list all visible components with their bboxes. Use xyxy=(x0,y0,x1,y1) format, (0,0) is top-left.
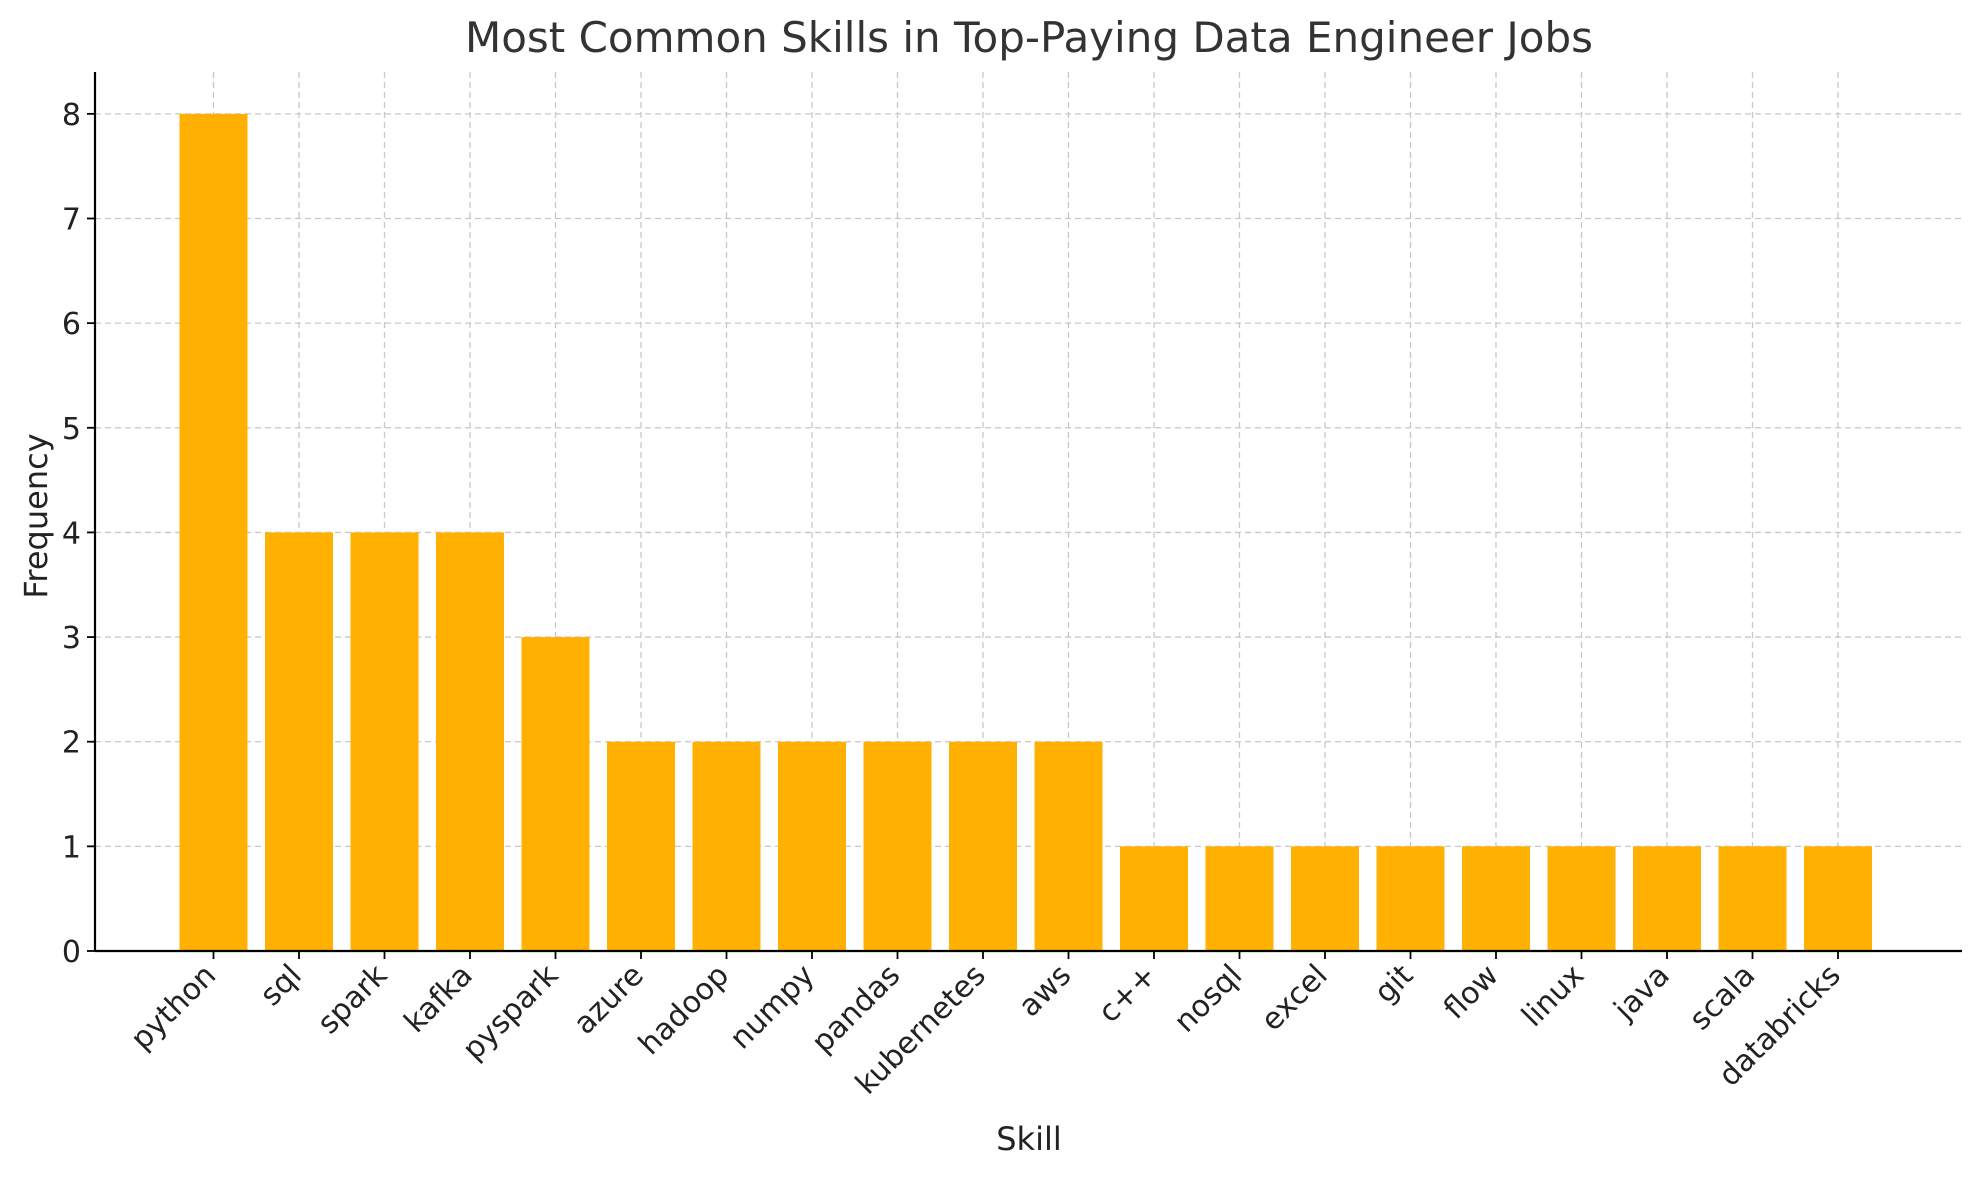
x-axis-label: Skill xyxy=(996,1120,1062,1158)
x-tick-label: numpy xyxy=(723,958,821,1056)
bar-pyspark xyxy=(521,637,590,951)
bar-python xyxy=(179,113,248,952)
y-tick-label: 0 xyxy=(62,935,81,970)
y-tick-label: 6 xyxy=(62,307,81,342)
x-tick-label: c++ xyxy=(1092,958,1164,1030)
x-tick-label: linux xyxy=(1515,958,1591,1034)
bar-excel xyxy=(1291,846,1359,951)
bar-flow xyxy=(1462,846,1530,951)
bars xyxy=(179,113,1872,952)
bar-azure xyxy=(607,741,675,951)
bar-nosql xyxy=(1205,846,1274,951)
x-tick-label: hadoop xyxy=(632,958,736,1062)
bar-spark xyxy=(350,532,419,951)
x-tick-label: azure xyxy=(567,958,651,1042)
x-tick-label: python xyxy=(124,958,223,1057)
bar-hadoop xyxy=(692,741,761,951)
bar-git xyxy=(1376,846,1445,951)
x-tick-label: aws xyxy=(1012,958,1078,1024)
x-tick-label: git xyxy=(1368,958,1421,1011)
x-tick-label: nosql xyxy=(1168,958,1250,1040)
y-tick-label: 8 xyxy=(62,98,81,133)
x-tick-label: scala xyxy=(1683,958,1762,1037)
y-tick-label: 5 xyxy=(62,412,81,447)
bar-linux xyxy=(1547,846,1616,951)
chart-title: Most Common Skills in Top-Paying Data En… xyxy=(465,13,1593,62)
x-tick-label: kafka xyxy=(398,958,480,1040)
y-tick-label: 2 xyxy=(62,726,81,761)
x-tick-label: excel xyxy=(1254,958,1334,1038)
y-tick-label: 3 xyxy=(62,621,81,656)
y-tick-label: 1 xyxy=(62,830,81,865)
y-tick-label: 4 xyxy=(62,516,81,551)
bar-scala xyxy=(1718,846,1787,951)
bar-sql xyxy=(265,532,333,951)
bar-aws xyxy=(1034,741,1103,951)
x-tick-label: flow xyxy=(1437,958,1505,1026)
bar-c- xyxy=(1120,846,1188,951)
x-tick-label: sql xyxy=(253,958,308,1013)
bar-databricks xyxy=(1804,846,1872,951)
y-axis-label: Frequency xyxy=(17,433,55,598)
x-tick-label: java xyxy=(1607,958,1677,1028)
x-tick-label: spark xyxy=(311,957,395,1041)
y-ticks: 0 1 2 3 4 5 6 7 8 xyxy=(62,98,95,970)
bar-java xyxy=(1633,846,1701,951)
bar-kafka xyxy=(436,532,504,951)
bar-pandas xyxy=(863,741,932,951)
y-tick-label: 7 xyxy=(62,203,81,238)
bar-numpy xyxy=(778,741,846,951)
x-tick-label: pyspark xyxy=(456,957,566,1067)
bar-kubernetes xyxy=(949,741,1017,951)
